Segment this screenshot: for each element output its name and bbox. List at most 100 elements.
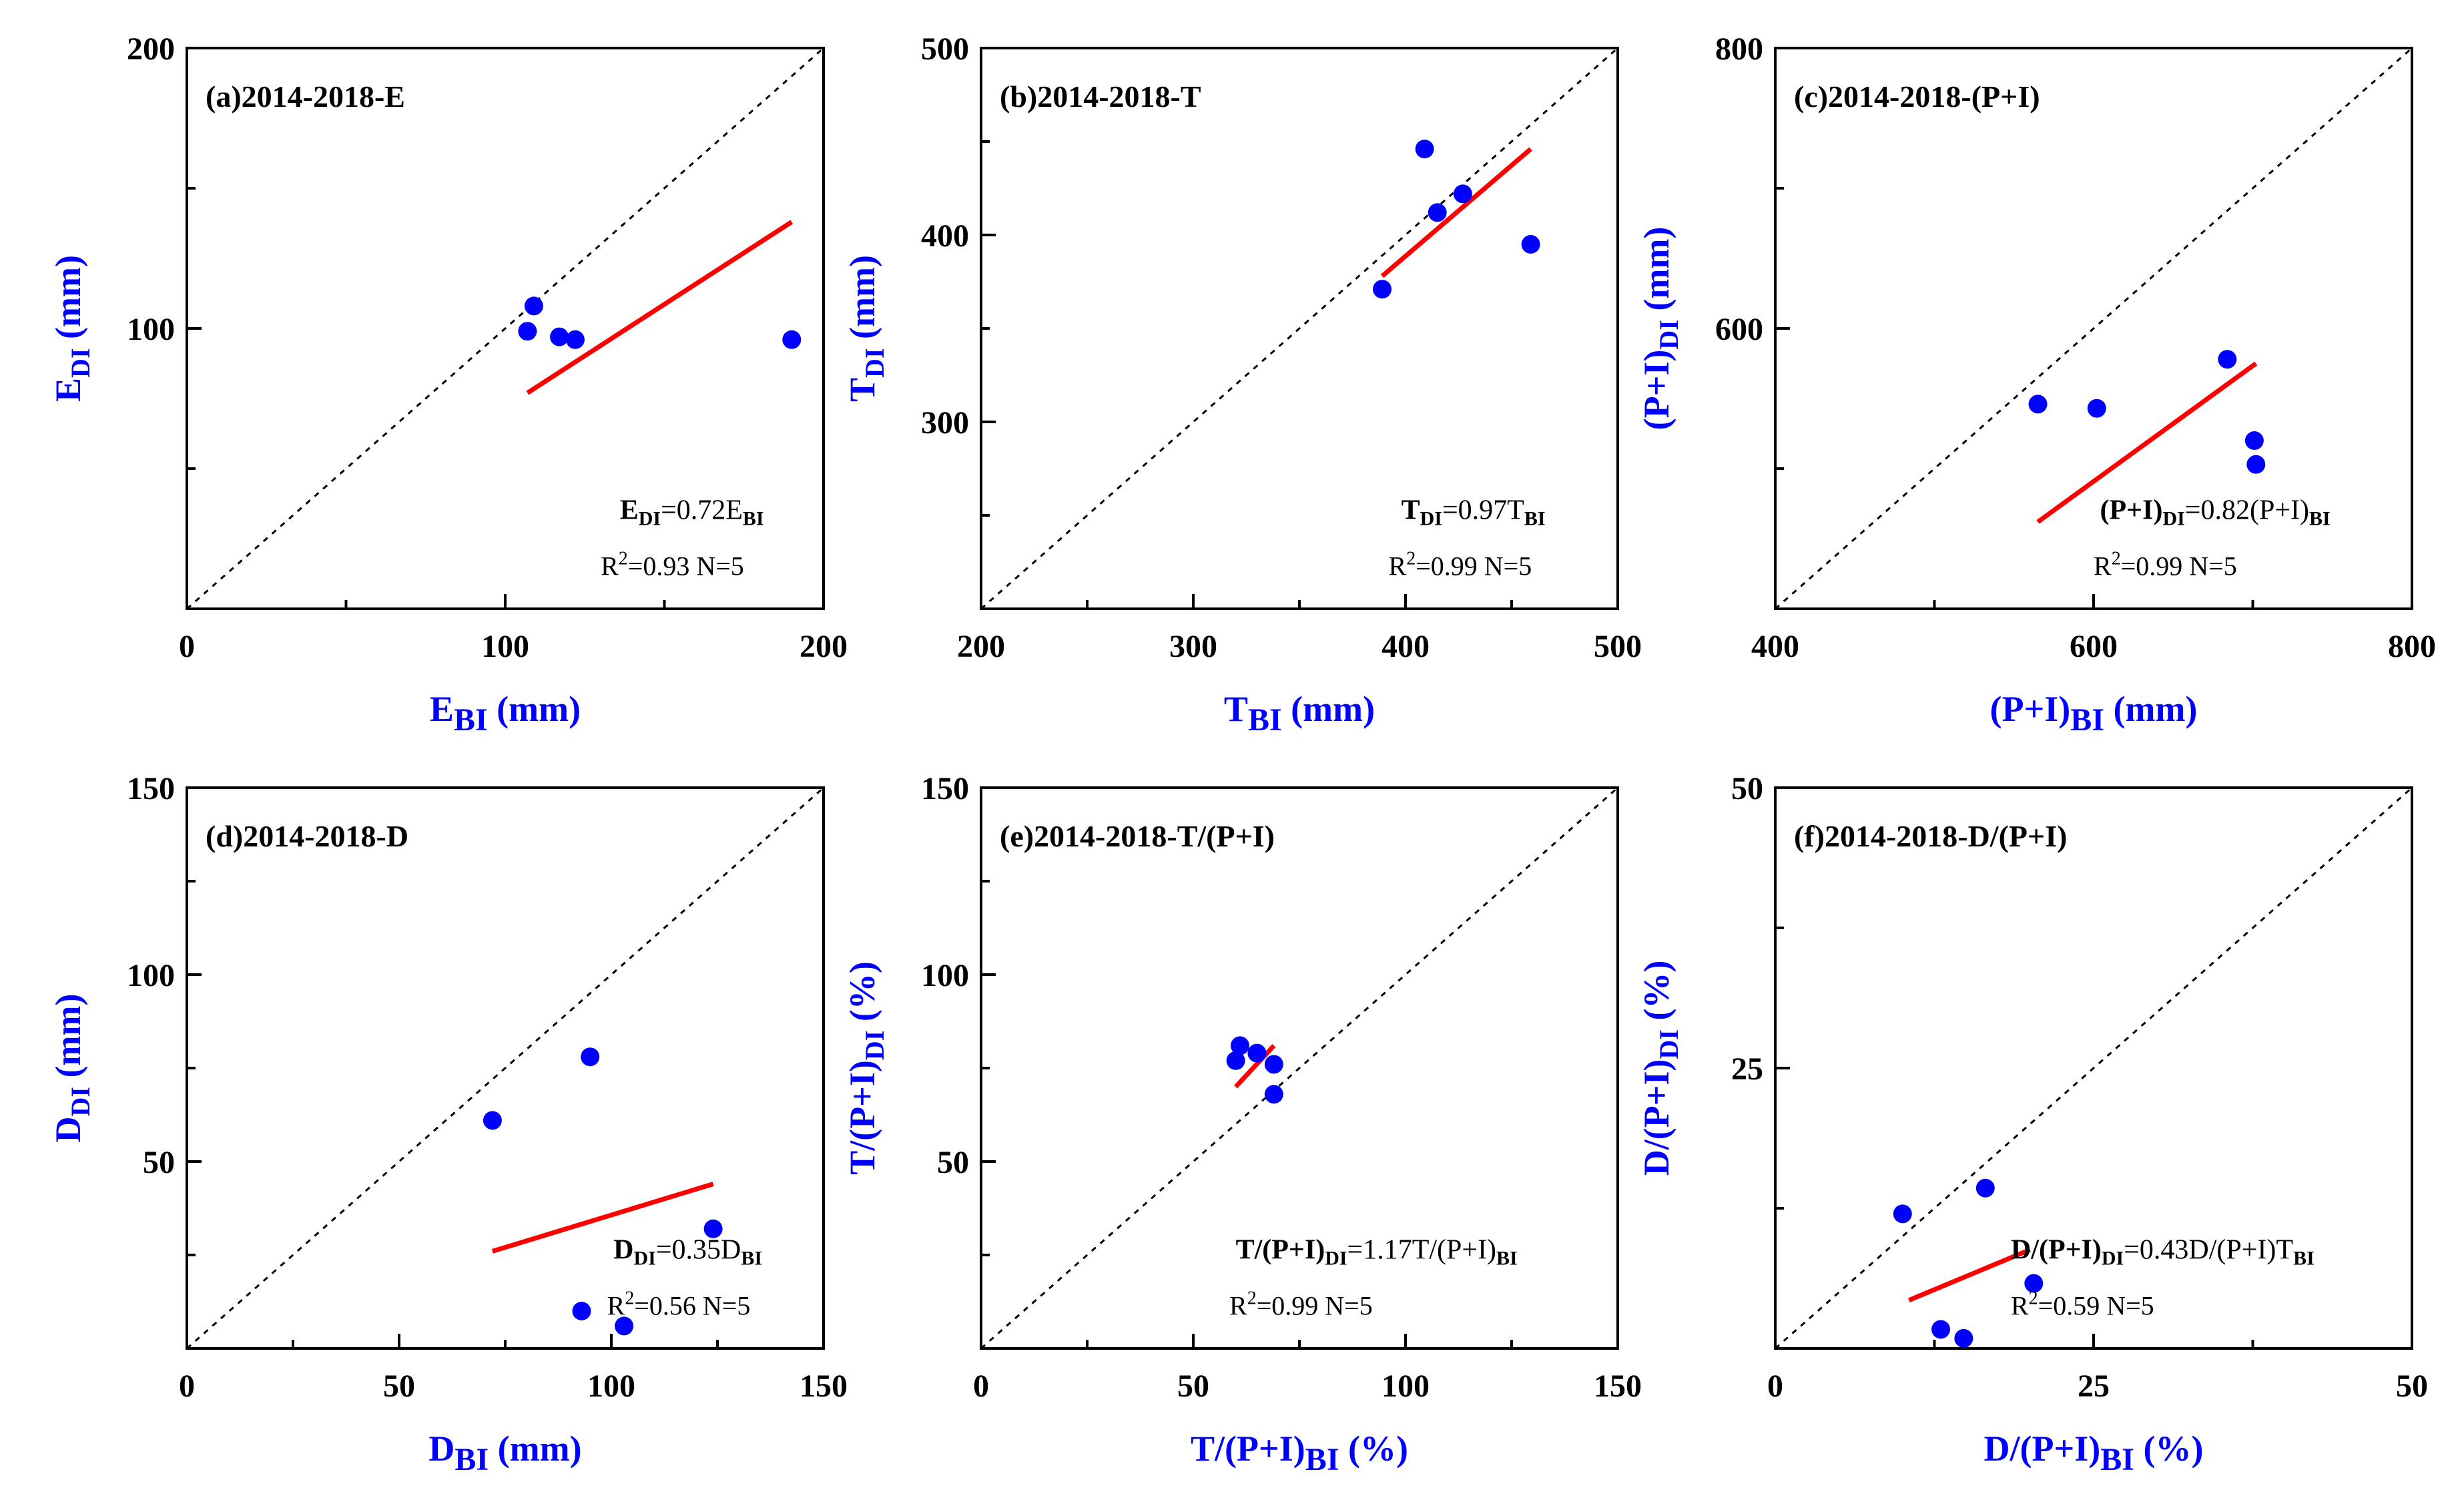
eq-rhs-sub: BI [1496, 1248, 1518, 1270]
y-tick-label: 400 [921, 218, 969, 254]
eq-lhs-sub: DI [2162, 508, 2184, 530]
x-tick-label: 150 [800, 1368, 848, 1404]
y-axis-label: (P+I)DI (mm) [1636, 227, 1684, 431]
n-count: N=5 [696, 1291, 750, 1321]
data-point [2244, 431, 2264, 450]
panel-title: (b)2014-2018-T [1000, 79, 1201, 113]
eq-rhs-sub: BI [1524, 508, 1546, 530]
fit-stats: R2=0.59 N=5 [2011, 1288, 2154, 1321]
x-label-sub: BI [454, 1442, 489, 1477]
y-tick-label: 100 [921, 958, 969, 993]
panel-title: (a)2014-2018-E [206, 79, 405, 113]
eq-rhs-sub: BI [741, 1248, 762, 1270]
r2-exponent: 2 [1247, 1288, 1257, 1309]
panel-title: (c)2014-2018-(P+I) [1794, 79, 2040, 113]
data-point [565, 330, 585, 349]
x-tick-label: 400 [1751, 629, 1799, 664]
x-tick-label: 0 [179, 1368, 195, 1404]
data-point [1931, 1320, 1951, 1339]
fit-equation: (P+I)DI=0.82(P+I)BI [2100, 495, 2331, 530]
x-label-main: E [430, 689, 454, 729]
r2-exponent: 2 [625, 1288, 634, 1309]
identity-line [186, 47, 824, 610]
fit-stats: R2=0.99 N=5 [1229, 1288, 1373, 1321]
r2-value: =0.56 [634, 1291, 696, 1321]
x-tick-label: 200 [957, 629, 1005, 664]
data-point [782, 330, 802, 349]
x-label-unit: (mm) [2104, 689, 2197, 729]
x-label-main: D [428, 1429, 454, 1469]
data-point [1373, 280, 1392, 299]
data-point [1415, 140, 1434, 159]
x-label-sub: BI [2070, 702, 2104, 738]
fit-stats: R2=0.99 N=5 [2094, 549, 2237, 581]
x-label-main: D/(P+I) [1984, 1429, 2101, 1469]
y-label-sub: DI [860, 348, 890, 377]
n-count: N=5 [1318, 1291, 1372, 1321]
x-axis-label: DBI (mm) [428, 1429, 581, 1477]
x-tick-label: 50 [1177, 1368, 1209, 1404]
data-point [2246, 455, 2266, 474]
r2-letter: R [601, 551, 619, 581]
identity-line [980, 786, 1618, 1350]
y-label-unit: (mm) [48, 255, 88, 348]
y-label-main: T [842, 378, 882, 402]
x-tick-label: 50 [2396, 1368, 2428, 1404]
y-tick-label: 500 [921, 31, 969, 67]
r2-exponent: 2 [2029, 1288, 2038, 1309]
x-tick-label: 0 [973, 1368, 989, 1404]
data-point [1264, 1085, 1283, 1104]
x-label-main: T [1224, 689, 1248, 729]
x-tick-label: 300 [1169, 629, 1217, 664]
y-label-sub: DI [65, 1087, 95, 1116]
eq-lhs-sub: DI [1420, 508, 1442, 530]
data-point [524, 296, 543, 316]
x-label-sub: BI [1248, 702, 1282, 738]
fit-equation: DDI=0.35DBI [613, 1235, 762, 1270]
eq-mid: =0.35D [656, 1235, 741, 1266]
x-label-unit: (mm) [488, 689, 581, 729]
data-point [518, 322, 537, 341]
eq-lhs: D [613, 1235, 633, 1266]
eq-mid: =0.97T [1442, 495, 1524, 526]
data-point [1975, 1178, 1995, 1198]
eq-rhs-sub: BI [743, 508, 764, 530]
fit-stats: R2=0.93 N=5 [601, 549, 744, 581]
n-count: N=5 [689, 551, 743, 581]
y-label-sub: DI [1654, 320, 1684, 349]
y-label-main: D/(P+I) [1636, 1059, 1676, 1176]
y-axis-label: D/(P+I)DI (%) [1636, 961, 1684, 1176]
y-tick-label: 800 [1715, 31, 1763, 67]
y-tick-label: 50 [1731, 771, 1763, 806]
data-point [1893, 1204, 1912, 1224]
y-tick-label: 50 [937, 1145, 969, 1180]
x-label-unit: (%) [2134, 1429, 2203, 1469]
n-count: N=5 [2100, 1291, 2154, 1321]
fit-stats: R2=0.99 N=5 [1389, 549, 1532, 581]
y-axis-label: TDI (mm) [842, 255, 890, 402]
x-tick-label: 100 [587, 1368, 635, 1404]
data-point [615, 1316, 634, 1336]
x-label-main: T/(P+I) [1191, 1429, 1305, 1469]
data-point [1247, 1043, 1267, 1063]
panel-e: 0 50 100 150 50 100 150 (e)2014-2018-T/(P+I) T/(… [842, 771, 1642, 1477]
eq-rhs-sub: BI [2293, 1248, 2315, 1270]
r2-value: =0.99 [1416, 551, 1478, 581]
x-tick-label: 0 [179, 629, 195, 664]
x-tick-label: 150 [1594, 1368, 1642, 1404]
data-point [2024, 1274, 2044, 1293]
fit-line [526, 220, 794, 395]
y-label-sub: DI [860, 1031, 890, 1060]
r2-letter: R [2011, 1291, 2029, 1321]
y-axis-label: DDI (mm) [48, 994, 95, 1143]
r2-letter: R [1229, 1291, 1247, 1321]
r2-value: =0.59 [2038, 1291, 2100, 1321]
r2-exponent: 2 [619, 549, 628, 569]
data-point [550, 327, 569, 346]
data-point [2218, 350, 2237, 369]
data-point [2087, 399, 2106, 418]
fit-line [491, 1182, 714, 1254]
x-tick-label: 0 [1767, 1368, 1783, 1404]
y-tick-label: 25 [1731, 1051, 1763, 1087]
